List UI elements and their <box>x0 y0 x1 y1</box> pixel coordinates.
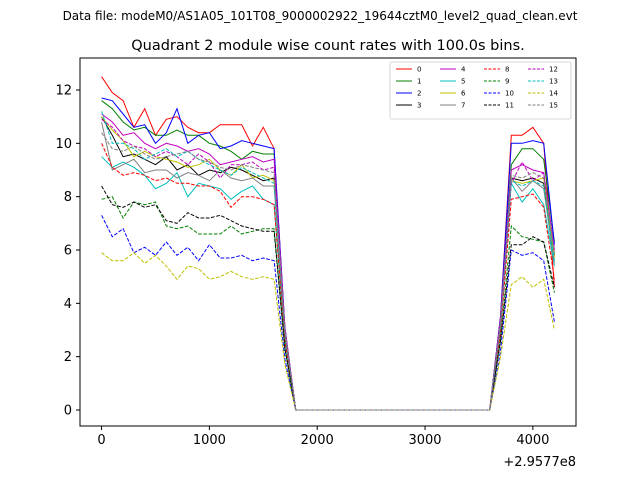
chart-title: Quadrant 2 module wise count rates with … <box>131 38 525 54</box>
x-tick-label: 2000 <box>301 433 334 448</box>
legend-label-1: 1 <box>417 78 421 86</box>
plot-lines <box>101 76 555 411</box>
series-line-5 <box>101 156 555 411</box>
series-line-4 <box>101 113 555 411</box>
plot-frame <box>79 57 577 427</box>
y-axis: 0 2 4 6 8 10 12 <box>55 84 80 419</box>
series-line-9 <box>101 196 555 411</box>
series-line-7 <box>101 121 555 411</box>
series-line-15 <box>101 132 555 411</box>
x-tick-label: 1000 <box>193 433 226 448</box>
y-tick-label: 4 <box>64 297 72 312</box>
series-line-11 <box>101 185 555 411</box>
legend-label-8: 8 <box>505 66 509 74</box>
series-line-10 <box>101 215 555 411</box>
legend-label-4: 4 <box>461 66 466 74</box>
y-tick-label: 10 <box>55 137 72 152</box>
y-tick-label: 2 <box>64 350 72 365</box>
legend-label-12: 12 <box>549 66 558 74</box>
x-tick-label: 0 <box>97 433 105 448</box>
legend-label-3: 3 <box>417 102 421 110</box>
legend-label-0: 0 <box>417 66 421 74</box>
chart-suptitle: Data file: modeM0/AS1A05_101T08_90000029… <box>63 9 578 23</box>
x-offset-label: +2.9577e8 <box>503 455 576 470</box>
legend-label-9: 9 <box>505 78 509 86</box>
y-tick-label: 8 <box>64 190 72 205</box>
legend-label-11: 11 <box>505 102 514 110</box>
series-line-2 <box>101 97 555 411</box>
legend-label-6: 6 <box>461 90 466 98</box>
series-line-14 <box>101 252 555 411</box>
legend-label-7: 7 <box>461 102 465 110</box>
series-line-8 <box>101 143 555 411</box>
y-tick-label: 6 <box>64 244 72 259</box>
x-tick-label: 3000 <box>408 433 441 448</box>
y-tick-label: 12 <box>55 84 72 99</box>
legend-label-2: 2 <box>417 90 421 98</box>
x-tick-label: 4000 <box>516 433 549 448</box>
legend-label-13: 13 <box>549 78 558 86</box>
series-line-12 <box>101 118 555 411</box>
y-tick-label: 0 <box>64 404 72 419</box>
series-line-1 <box>101 100 555 411</box>
x-axis: 0 1000 2000 3000 4000 <box>97 426 549 448</box>
legend-box <box>389 61 572 120</box>
legend-label-15: 15 <box>549 102 558 110</box>
series-line-3 <box>101 116 555 411</box>
legend-label-14: 14 <box>549 90 558 98</box>
legend-label-5: 5 <box>461 78 465 86</box>
legend-label-10: 10 <box>505 90 514 98</box>
